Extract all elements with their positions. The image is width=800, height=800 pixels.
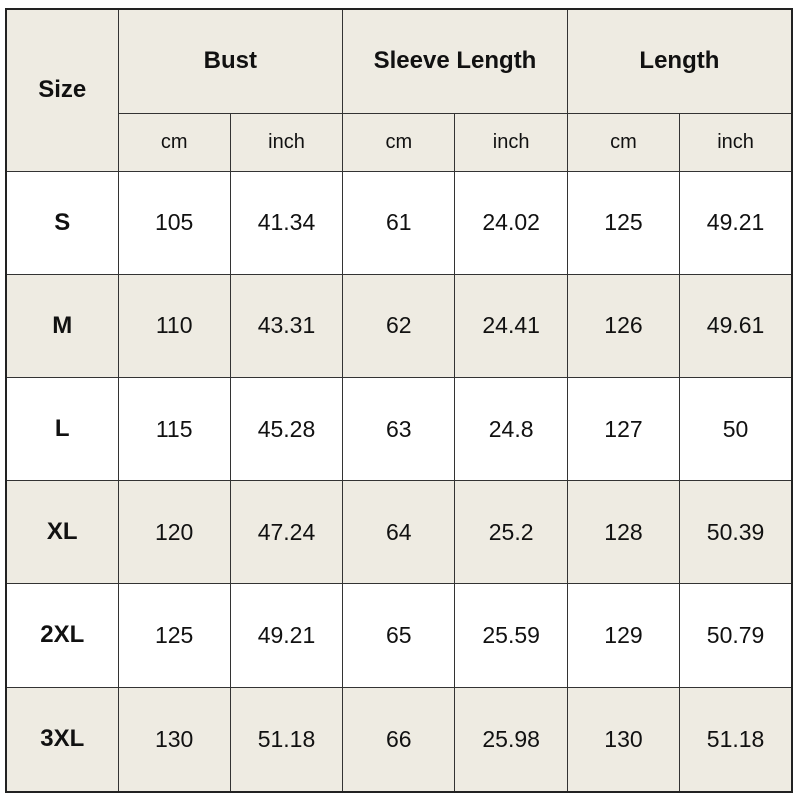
value-cell: 41.34 (229, 170, 344, 275)
header-row-groups: Size Bust Sleeve Length Length (5, 8, 793, 172)
value-cell: 25.59 (454, 583, 568, 688)
size-cell: M (5, 273, 119, 378)
group-header-length: Length (566, 8, 793, 114)
value-cell: 64 (342, 480, 456, 585)
value-cell: 128 (566, 480, 681, 585)
value-cell: 125 (117, 583, 231, 688)
table-row: XL 120 47.24 64 25.2 128 50.39 (5, 480, 793, 585)
value-cell: 50.39 (679, 480, 793, 585)
size-cell: L (5, 376, 119, 482)
value-cell: 105 (117, 170, 231, 275)
unit-header: inch (454, 112, 568, 172)
unit-header: cm (342, 112, 456, 172)
unit-header: inch (229, 112, 344, 172)
table-row: S 105 41.34 61 24.02 125 49.21 (5, 170, 793, 275)
table-row: 2XL 125 49.21 65 25.59 129 50.79 (5, 583, 793, 688)
value-cell: 50 (679, 376, 793, 482)
size-cell: 3XL (5, 686, 119, 793)
value-cell: 51.18 (679, 686, 793, 793)
value-cell: 110 (117, 273, 231, 378)
table-body: S 105 41.34 61 24.02 125 49.21 M 110 43.31 62 24.41… (5, 170, 793, 793)
value-cell: 47.24 (229, 480, 344, 585)
value-cell: 25.2 (454, 480, 568, 585)
table-row: L 115 45.28 63 24.8 127 50 (5, 376, 793, 482)
size-header: Size (5, 8, 119, 172)
value-cell: 125 (566, 170, 681, 275)
value-cell: 51.18 (229, 686, 344, 793)
table-row: M 110 43.31 62 24.41 126 49.61 (5, 273, 793, 378)
value-cell: 25.98 (454, 686, 568, 793)
unit-header: cm (117, 112, 231, 172)
value-cell: 129 (566, 583, 681, 688)
value-cell: 43.31 (229, 273, 344, 378)
group-header-sleeve-length: Sleeve Length (342, 8, 568, 114)
size-cell: S (5, 170, 119, 275)
value-cell: 49.21 (229, 583, 344, 688)
value-cell: 24.41 (454, 273, 568, 378)
size-cell: 2XL (5, 583, 119, 688)
size-cell: XL (5, 480, 119, 585)
value-cell: 45.28 (229, 376, 344, 482)
unit-header: inch (679, 112, 793, 172)
table-row: 3XL 130 51.18 66 25.98 130 51.18 (5, 686, 793, 793)
value-cell: 115 (117, 376, 231, 482)
value-cell: 24.02 (454, 170, 568, 275)
group-header-bust: Bust (117, 8, 344, 114)
value-cell: 24.8 (454, 376, 568, 482)
value-cell: 130 (117, 686, 231, 793)
unit-header: cm (566, 112, 681, 172)
size-chart-table: Size Bust Sleeve Length Length cm inch c… (5, 8, 793, 793)
value-cell: 61 (342, 170, 456, 275)
value-cell: 130 (566, 686, 681, 793)
value-cell: 127 (566, 376, 681, 482)
value-cell: 49.21 (679, 170, 793, 275)
value-cell: 50.79 (679, 583, 793, 688)
value-cell: 66 (342, 686, 456, 793)
value-cell: 63 (342, 376, 456, 482)
value-cell: 65 (342, 583, 456, 688)
value-cell: 120 (117, 480, 231, 585)
value-cell: 126 (566, 273, 681, 378)
header-row-units: cm inch cm inch cm inch (6, 112, 793, 172)
value-cell: 49.61 (679, 273, 793, 378)
value-cell: 62 (342, 273, 456, 378)
